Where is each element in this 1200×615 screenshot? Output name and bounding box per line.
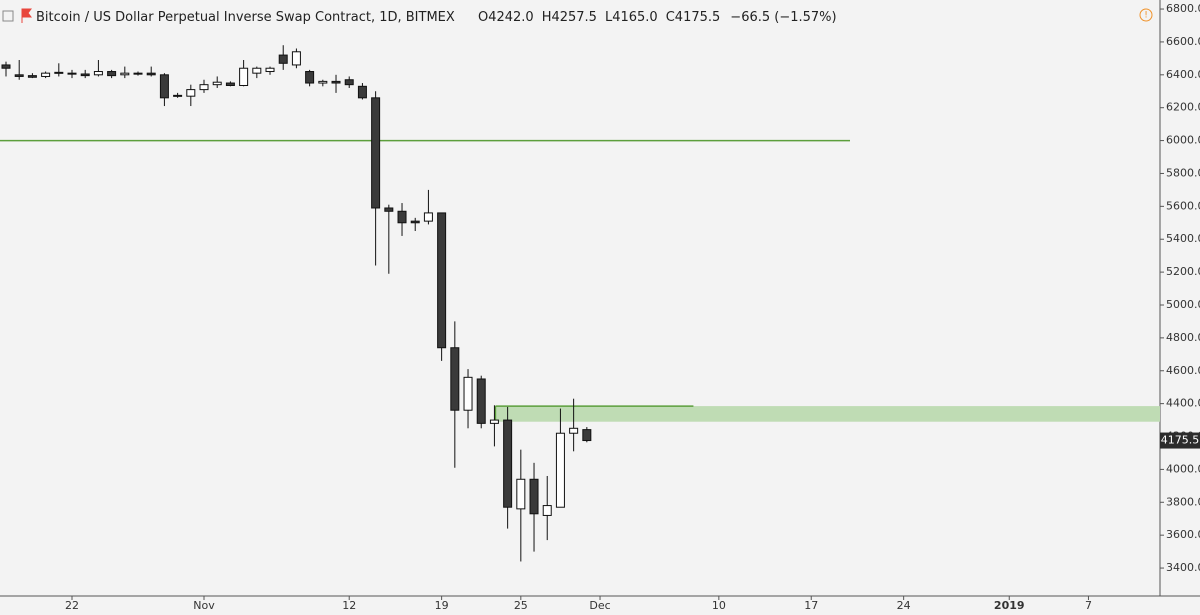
candle-body-up: [516, 478, 526, 510]
candle-body-down: [159, 74, 169, 99]
y-tick-label: 5000.0: [1166, 298, 1200, 311]
y-tick-label: 3800.0: [1166, 495, 1200, 508]
candle-body-down: [146, 72, 156, 76]
candle-body-up: [186, 89, 196, 97]
candle-body-up: [239, 67, 249, 86]
alert-mark: !: [1144, 11, 1148, 21]
y-tick-label: 6000.0: [1166, 134, 1200, 147]
candle-body-up: [41, 72, 51, 77]
candle-body-down: [305, 71, 315, 84]
candle-body-up: [265, 67, 275, 73]
candle-body-down: [344, 79, 354, 86]
legend-key: L: [605, 10, 613, 25]
x-tick-label: 2019: [994, 599, 1025, 612]
zone: [495, 406, 1160, 422]
candle-body-up: [463, 376, 473, 411]
x-tick-label: 25: [514, 599, 528, 612]
candle-body-down: [225, 82, 235, 86]
x-tick-label: 12: [342, 599, 356, 612]
candle-body-up: [318, 80, 328, 84]
x-tick-label: 19: [435, 599, 449, 612]
change: −66.5 (−1.57%): [730, 10, 836, 25]
candle-body-down: [67, 72, 77, 75]
x-tick-label: 22: [65, 599, 79, 612]
candle-body-down: [371, 97, 381, 209]
last-price-label: 4175.5: [1161, 434, 1200, 447]
y-tick-label: 4600.0: [1166, 364, 1200, 377]
legend-value: 4175.5: [675, 10, 721, 25]
legend-value: 4257.5: [551, 10, 597, 25]
legend-key: O: [478, 10, 488, 25]
candle-body-down: [397, 210, 407, 224]
candle-body-up: [252, 67, 262, 74]
candle-body-down: [410, 220, 420, 224]
candle-body-down: [476, 378, 486, 424]
x-tick-label: 10: [712, 599, 726, 612]
x-tick-label: Dec: [589, 599, 610, 612]
candle-body-up: [120, 72, 130, 76]
y-tick-label: 5400.0: [1166, 232, 1200, 245]
header: Bitcoin / US Dollar Perpetual Inverse Sw…: [36, 10, 837, 25]
candle-body-down: [80, 73, 90, 77]
x-tick-label: 17: [804, 599, 818, 612]
candle-body-down: [384, 207, 394, 212]
y-tick-label: 6400.0: [1166, 68, 1200, 81]
y-tick-label: 4400.0: [1166, 397, 1200, 410]
candle-body-up: [423, 212, 433, 222]
candle-body-up: [54, 71, 64, 74]
y-tick-label: 5800.0: [1166, 166, 1200, 179]
candle-body-down: [529, 478, 539, 515]
candle-body-down: [331, 80, 341, 84]
candle-body-down: [278, 54, 288, 64]
candle-body-up: [489, 419, 499, 424]
last-price-tag: [1160, 432, 1200, 449]
x-tick-label: Nov: [193, 599, 215, 612]
candle-body-up: [542, 505, 552, 516]
candle-body-down: [450, 347, 460, 411]
candle-body-up: [199, 84, 209, 91]
candle-body-down: [133, 72, 143, 75]
legend-value: 4242.0: [488, 10, 534, 25]
menu-icon[interactable]: [2, 10, 14, 22]
y-tick-label: 4800.0: [1166, 331, 1200, 344]
legend-key: C: [666, 10, 675, 25]
y-tick-label: 3400.0: [1166, 561, 1200, 574]
candle-body-down: [357, 85, 367, 99]
candle-body-down: [503, 419, 513, 508]
legend-key: H: [542, 10, 552, 25]
candle-body-down: [1, 64, 11, 69]
title: Bitcoin / US Dollar Perpetual Inverse Sw…: [36, 10, 455, 25]
candle-body-up: [291, 51, 301, 66]
candle-body-up: [555, 432, 565, 508]
candle-body-up: [173, 94, 183, 97]
alert-icon[interactable]: [1139, 8, 1153, 22]
flag-icon: [21, 8, 32, 23]
legend-value: 4165.0: [612, 10, 658, 25]
y-tick-label: 6800.0: [1166, 2, 1200, 15]
y-tick-label: 4000.0: [1166, 462, 1200, 475]
x-tick-label: 7: [1085, 599, 1092, 612]
candle-body-down: [27, 75, 37, 78]
y-tick-label: 5200.0: [1166, 265, 1200, 278]
candle-body-down: [107, 71, 117, 77]
x-tick-label: 24: [897, 599, 911, 612]
candle-body-down: [582, 429, 592, 442]
y-tick-label: 3600.0: [1166, 528, 1200, 541]
y-tick-label: 5600.0: [1166, 199, 1200, 212]
candle-body-down: [437, 212, 447, 349]
y-tick-label: 6600.0: [1166, 35, 1200, 48]
candle-body-up: [212, 81, 222, 86]
candle-body-down: [14, 74, 24, 77]
candle-body-up: [93, 71, 103, 76]
y-tick-label: 6200.0: [1166, 101, 1200, 114]
candle-body-up: [569, 427, 579, 434]
